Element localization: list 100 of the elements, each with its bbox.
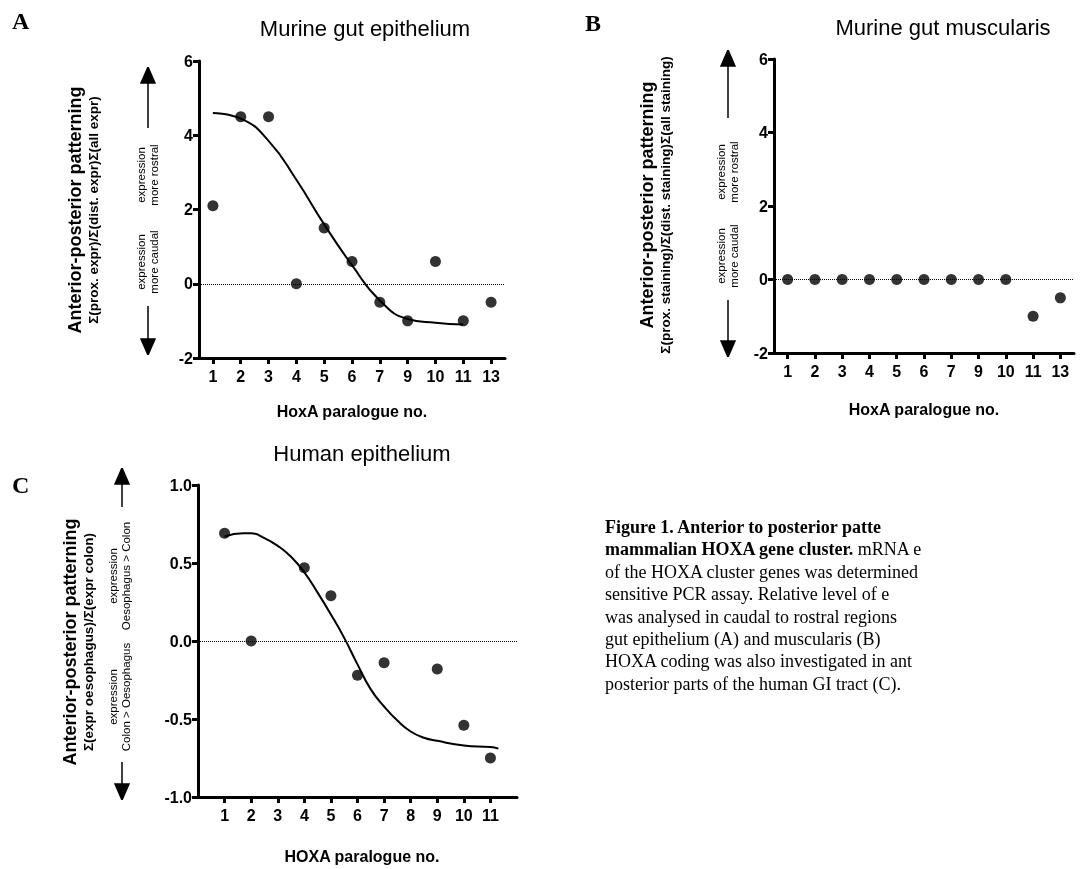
point <box>378 657 390 669</box>
point <box>918 274 930 285</box>
x-tick-label: 4 <box>299 806 309 824</box>
text: HOXA coding was also investigated in ant <box>605 651 912 672</box>
x-tick-label: 10 <box>454 806 473 824</box>
caption: Figure 1. Anterior to posterior patte <box>605 517 881 537</box>
point <box>298 562 310 574</box>
y-tick-label: 6 <box>759 50 769 68</box>
x-tick-label: 13 <box>1051 362 1070 380</box>
x-tick-label: 1 <box>783 362 793 380</box>
y-axis-title: Anterior-posterior patterning Σ(prox. staining)/Σ(dist. staining)Σ(all staining) <box>636 56 674 354</box>
y-tick-label: -2 <box>178 349 194 367</box>
y-tick-label: 4 <box>759 124 769 141</box>
chart-title: Murine gut epithelium <box>259 16 471 42</box>
point <box>457 315 469 327</box>
point <box>374 296 386 308</box>
text: was analysed in caudal to rostral regions <box>605 606 897 627</box>
point <box>318 222 330 234</box>
x-axis-title: HoxA paralogue no. <box>276 403 428 421</box>
point <box>973 274 985 285</box>
text: of the HOXA cluster genes was determined <box>605 561 918 582</box>
text: sensitive PCR assay. Relative level of e <box>605 584 890 605</box>
x-tick-label: 9 <box>974 362 984 380</box>
text: gut epithelium (A) and muscularis (B) <box>605 629 881 650</box>
point <box>235 111 247 123</box>
point <box>836 274 848 285</box>
y-tick-label: 0.0 <box>169 632 193 650</box>
x-tick-label: 2 <box>246 806 256 824</box>
chart-title: Human epithelium <box>273 441 451 467</box>
y-tick-label: 0.5 <box>169 554 193 572</box>
y-tick-label: 0 <box>759 271 769 288</box>
text: expression Colon > Oesophagus <box>106 642 133 752</box>
x-tick-label: 6 <box>353 806 363 824</box>
y-tick-label: 0 <box>184 275 194 293</box>
point <box>863 274 875 285</box>
x-tick-label: 11 <box>481 806 499 824</box>
x-tick-label: 9 <box>403 367 413 385</box>
chart-title: Murine gut muscularis <box>835 15 1051 41</box>
x-axis-title: HoxA paralogue no. <box>848 401 1000 419</box>
x-tick-label: 2 <box>236 367 246 385</box>
point <box>782 274 794 285</box>
x-tick-label: 7 <box>375 367 385 385</box>
x-tick-label: 1 <box>220 806 230 824</box>
point <box>945 274 957 285</box>
point <box>1054 292 1066 304</box>
text: expression more caudal <box>714 224 741 288</box>
x-tick-label: 1 <box>208 367 218 385</box>
x-tick-label: 8 <box>406 806 416 824</box>
point <box>485 296 497 308</box>
y-tick-label: 2 <box>759 197 769 215</box>
point <box>1027 310 1039 322</box>
point <box>809 274 821 285</box>
x-tick-label: 10 <box>426 367 445 385</box>
x-tick-label: 9 <box>432 806 442 824</box>
point <box>290 278 302 290</box>
x-tick-label: 5 <box>319 367 329 385</box>
x-tick-label: 5 <box>892 362 902 380</box>
point <box>219 527 231 539</box>
x-tick-label: 2 <box>810 362 820 380</box>
x-tick-label: 3 <box>837 362 847 380</box>
y-tick-label: 6 <box>184 52 194 70</box>
text: mammalian HOXA gene cluster. <box>605 539 854 560</box>
text: B <box>585 10 602 37</box>
text: posterior parts of the human GI tract (C). <box>605 673 901 694</box>
point <box>207 200 219 212</box>
y-tick-label: 1.0 <box>169 476 193 494</box>
point <box>458 719 470 731</box>
x-tick-label: 3 <box>273 806 283 824</box>
y-axis-title: Anterior-posterior patterning Σ(prox. expr)/Σ(dist. expr)Σ(all expr) <box>64 86 102 334</box>
point <box>891 274 903 285</box>
point <box>402 315 414 327</box>
x-tick-label: 7 <box>379 806 389 824</box>
y-tick-label: -1.0 <box>164 788 193 806</box>
y-tick-label: -0.5 <box>164 710 193 728</box>
y-tick-label: 4 <box>184 126 194 144</box>
x-tick-label: 6 <box>919 362 929 380</box>
y-axis-title: Anterior-posterior patterning Σ(expr oesophagus)/Σ(expr colon) <box>59 518 97 766</box>
text: C <box>12 472 30 499</box>
text: expression Oesophagus > Colon <box>106 521 133 631</box>
text: expression more rostral <box>714 141 741 203</box>
y-tick-label: 2 <box>184 201 194 218</box>
point <box>1000 274 1012 285</box>
x-tick-label: 13 <box>482 367 501 385</box>
text: A <box>12 8 30 35</box>
x-tick-label: 6 <box>347 367 357 385</box>
x-tick-label: 5 <box>326 806 336 824</box>
text: expression more caudal <box>134 230 161 294</box>
point <box>352 669 363 681</box>
point <box>325 590 337 602</box>
x-tick-label: 4 <box>291 367 301 385</box>
point <box>346 255 358 267</box>
point <box>429 255 441 267</box>
x-tick-label: 11 <box>1024 362 1042 380</box>
y-tick-label: -2 <box>753 344 769 362</box>
text: expression more rostral <box>134 144 161 206</box>
x-tick-label: 11 <box>454 367 472 385</box>
point <box>263 111 275 123</box>
text: mRNA e <box>856 539 922 560</box>
x-tick-label: 10 <box>996 362 1015 380</box>
x-axis-title: HOXA paralogue no. <box>284 848 440 866</box>
